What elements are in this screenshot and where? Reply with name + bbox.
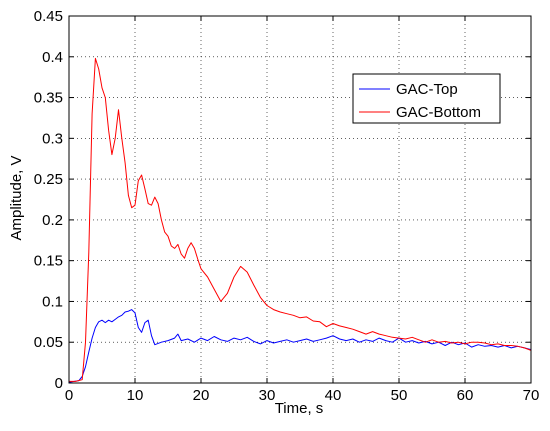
x-tick-label: 70: [523, 387, 540, 404]
series-line-gac-top: [68, 309, 532, 383]
series-line-gac-bottom: [69, 57, 532, 382]
y-tick-label: 0.4: [42, 49, 63, 66]
y-tick-label: 0.2: [42, 212, 63, 229]
y-tick-label: 0.15: [34, 253, 63, 270]
x-tick-label: 40: [325, 387, 342, 404]
x-tick-label: 20: [193, 387, 210, 404]
y-tick-label: 0.1: [42, 293, 63, 310]
tick-marks: [68, 15, 532, 384]
y-tick-label: 0.3: [42, 130, 63, 147]
y-axis-label: Amplitude, V: [8, 155, 25, 240]
x-tick-label: 30: [259, 387, 276, 404]
x-tick-label: 50: [391, 387, 408, 404]
legend: GAC-Top GAC-Bottom: [352, 73, 501, 124]
legend-box: [352, 73, 501, 124]
y-tick-label: 0.35: [34, 90, 63, 107]
legend-label-gac-bottom: GAC-Bottom: [396, 104, 481, 121]
x-tick-label: 0: [65, 387, 73, 404]
y-tick-label: 0: [55, 375, 63, 392]
axes-frame: [68, 15, 532, 384]
x-tick-label: 10: [127, 387, 144, 404]
y-tick-label: 0.45: [34, 8, 63, 25]
legend-label-gac-top: GAC-Top: [396, 81, 458, 98]
x-tick-label: 60: [457, 387, 474, 404]
tick-labels: 0 10 20 30 40 50 60 70 0 0.05 0.1 0.15 0.2 0.25 0.3 0.3…: [34, 8, 540, 404]
x-axis-label: Time, s: [275, 400, 324, 417]
y-tick-label: 0.25: [34, 171, 63, 188]
plot-series: [68, 57, 532, 383]
y-tick-label: 0.05: [34, 334, 63, 351]
